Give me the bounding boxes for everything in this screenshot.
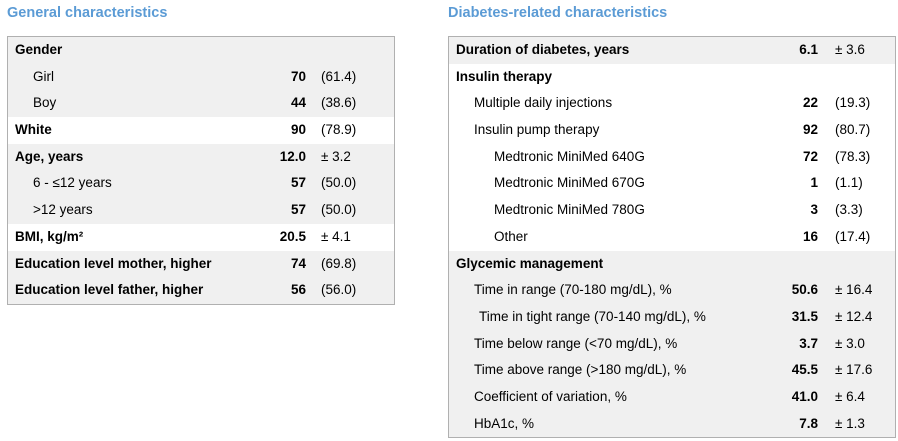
row-extra: (78.3) [835, 148, 871, 164]
table-row: Medtronic MiniMed 670G 1 (1.1) [449, 170, 895, 198]
row-extra: (80.7) [835, 122, 871, 138]
row-label: Medtronic MiniMed 780G [494, 202, 645, 218]
table-row: Time in range (70-180 mg/dL), % 50.6 ± 1… [449, 277, 895, 304]
row-label: >12 years [33, 202, 93, 218]
table-row: Education level father, higher 56 (56.0) [8, 277, 394, 304]
row-extra: ± 12.4 [835, 308, 873, 324]
table-row: Multiple daily injections 22 (19.3) [449, 90, 895, 118]
row-label: Coefficient of variation, % [474, 388, 627, 404]
row-extra: (3.3) [835, 202, 863, 218]
table-row: Gender [8, 37, 394, 64]
row-value: 57 [290, 175, 306, 191]
table-row: Coefficient of variation, % 41.0 ± 6.4 [449, 383, 895, 411]
row-label: Insulin therapy [456, 68, 553, 84]
row-value: 92 [802, 122, 818, 138]
row-label: White [15, 122, 52, 138]
row-label: Medtronic MiniMed 670G [494, 175, 645, 191]
row-value: 1 [810, 175, 818, 191]
row-value: 20.5 [279, 228, 306, 244]
row-label: Duration of diabetes, years [456, 42, 630, 57]
table-row: Education level mother, higher 74 (69.8) [8, 250, 394, 278]
row-value: 31.5 [791, 308, 818, 324]
table-row: Medtronic MiniMed 780G 3 (3.3) [449, 197, 895, 224]
row-value: 22 [802, 95, 818, 111]
row-value: 7.8 [799, 415, 818, 431]
row-label: Education level father, higher [15, 282, 204, 298]
table-row: BMI, kg/m² 20.5 ± 4.1 [8, 223, 394, 251]
row-label: Insulin pump therapy [474, 122, 600, 138]
row-label: Time below range (<70 mg/dL), % [474, 335, 678, 351]
table-row: Duration of diabetes, years 6.1 ± 3.6 [449, 37, 895, 64]
row-value: 50.6 [791, 282, 818, 298]
row-value: 56 [290, 282, 306, 298]
row-extra: (78.9) [321, 122, 357, 138]
row-label: Age, years [15, 148, 84, 164]
row-extra: ± 3.2 [321, 148, 351, 164]
row-extra: ± 6.4 [835, 388, 865, 404]
row-label: Time above range (>180 mg/dL), % [474, 362, 687, 378]
row-extra: (50.0) [321, 175, 357, 191]
table-row: Boy 44 (38.6) [8, 90, 394, 118]
diabetes-characteristics-table: Duration of diabetes, years 6.1 ± 3.6 In… [448, 36, 896, 439]
row-extra: (1.1) [835, 175, 863, 191]
row-label: Time in range (70-180 mg/dL), % [474, 282, 672, 298]
row-value: 3 [810, 202, 818, 218]
table-row: HbA1c, % 7.8 ± 1.3 [449, 410, 895, 438]
row-extra: (17.4) [835, 228, 871, 244]
row-label: Multiple daily injections [474, 95, 613, 111]
table-row: Time below range (<70 mg/dL), % 3.7 ± 3.… [449, 330, 895, 358]
row-label: BMI, kg/m² [15, 228, 84, 244]
table-row: Insulin therapy [449, 63, 895, 91]
row-label: Other [494, 228, 528, 244]
table-row: Insulin pump therapy 92 (80.7) [449, 117, 895, 144]
row-extra: ± 3.0 [835, 335, 865, 351]
diabetes-characteristics-title: Diabetes-related characteristics [448, 5, 668, 21]
row-label: Education level mother, higher [15, 255, 212, 271]
row-label: Gender [15, 42, 63, 57]
row-extra: (38.6) [321, 95, 357, 111]
row-value: 72 [802, 148, 818, 164]
row-value: 12.0 [279, 148, 306, 164]
row-value: 57 [290, 202, 306, 218]
table-row: White 90 (78.9) [8, 117, 394, 144]
general-characteristics-title: General characteristics [7, 5, 168, 21]
table-row: Girl 70 (61.4) [8, 63, 394, 91]
row-value: 74 [290, 255, 306, 271]
row-value: 70 [290, 68, 306, 84]
table-row: Glycemic management [449, 250, 895, 278]
row-label: Medtronic MiniMed 640G [494, 148, 645, 164]
row-value: 90 [290, 122, 306, 138]
table-row: Medtronic MiniMed 640G 72 (78.3) [449, 143, 895, 171]
table-row: Other 16 (17.4) [449, 223, 895, 251]
row-label: Girl [33, 68, 54, 84]
row-extra: ± 4.1 [321, 228, 351, 244]
row-extra: (69.8) [321, 255, 357, 271]
table-row: Age, years 12.0 ± 3.2 [8, 143, 394, 171]
row-extra: (61.4) [321, 68, 357, 84]
row-extra: ± 1.3 [835, 415, 865, 431]
row-value: 16 [802, 228, 818, 244]
row-extra: ± 3.6 [835, 42, 865, 57]
row-extra: (56.0) [321, 282, 357, 298]
row-extra: (19.3) [835, 95, 871, 111]
row-value: 41.0 [791, 388, 818, 404]
row-label: Glycemic management [456, 255, 604, 271]
table-row: Time in tight range (70-140 mg/dL), % 31… [449, 303, 895, 331]
row-value: 44 [290, 95, 306, 111]
table-row: 6 - ≤12 years 57 (50.0) [8, 170, 394, 198]
row-extra: (50.0) [321, 202, 357, 218]
general-characteristics-table: Gender Girl 70 (61.4) Boy 44 (38.6) Whit… [7, 36, 395, 305]
row-label: Boy [33, 95, 57, 111]
row-label: 6 - ≤12 years [33, 175, 112, 191]
row-value: 45.5 [791, 362, 818, 378]
table-row: >12 years 57 (50.0) [8, 197, 394, 224]
row-value: 6.1 [799, 42, 818, 57]
row-value: 3.7 [799, 335, 818, 351]
row-extra: ± 17.6 [835, 362, 873, 378]
row-label: Time in tight range (70-140 mg/dL), % [479, 308, 706, 324]
row-label: HbA1c, % [474, 415, 535, 431]
table-row: Time above range (>180 mg/dL), % 45.5 ± … [449, 357, 895, 384]
row-extra: ± 16.4 [835, 282, 873, 298]
